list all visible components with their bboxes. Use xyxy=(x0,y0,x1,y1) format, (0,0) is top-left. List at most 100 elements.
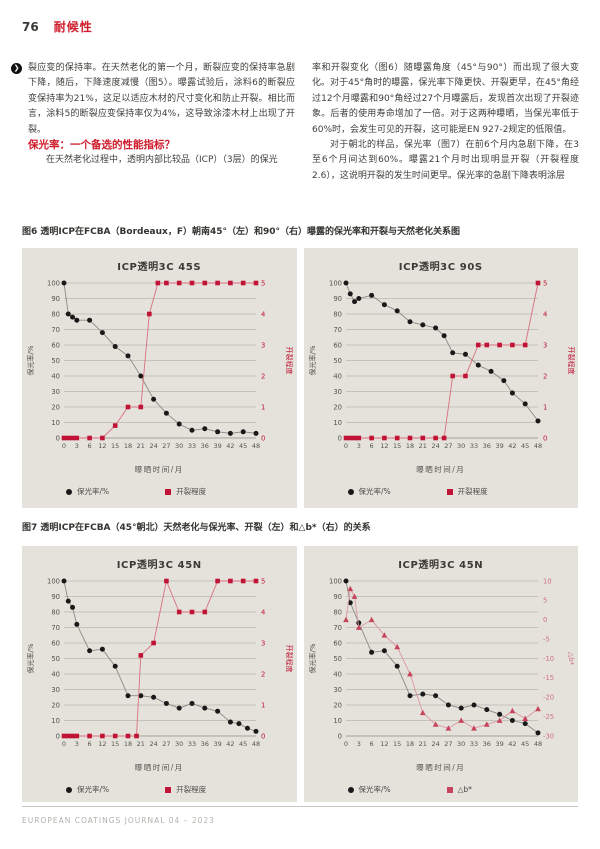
svg-text:39: 39 xyxy=(214,740,222,748)
svg-text:3: 3 xyxy=(543,341,547,349)
section-subheading: 保光率：一个备选的性能指标？ xyxy=(28,139,175,152)
svg-text:33: 33 xyxy=(470,740,478,748)
svg-text:42: 42 xyxy=(227,442,235,450)
svg-text:3: 3 xyxy=(261,341,265,349)
legend-label: △b* xyxy=(457,785,472,794)
legend-item: △b* xyxy=(446,785,472,794)
svg-text:0: 0 xyxy=(62,740,66,748)
legend-label: 保光率/% xyxy=(77,487,110,496)
circle-marker-icon xyxy=(66,786,72,793)
series-circle xyxy=(61,578,259,734)
paragraph: 裂应变的保持率。在天然老化的第一个月，断裂应变的保持率急剧下降，随后，下降速度减… xyxy=(28,63,295,135)
svg-text:45: 45 xyxy=(521,442,529,450)
svg-text:6: 6 xyxy=(369,740,373,748)
svg-text:30: 30 xyxy=(457,740,465,748)
svg-text:36: 36 xyxy=(482,740,490,748)
chart-panel-45N-crack: ICP透明3C 45N 0 10 20 30 40 50 60 70 80 90 100 0 1 2 3 4 5… xyxy=(22,546,297,802)
svg-text:开裂程度: 开裂程度 xyxy=(567,347,576,375)
svg-text:3: 3 xyxy=(356,442,360,450)
section-title: 耐候性 xyxy=(53,20,93,34)
svg-text:0: 0 xyxy=(337,732,341,740)
legend-label: 保光率/% xyxy=(358,487,391,496)
svg-text:21: 21 xyxy=(137,442,145,450)
svg-text:12: 12 xyxy=(380,442,388,450)
svg-text:-30: -30 xyxy=(543,732,554,740)
svg-text:保光率/%: 保光率/% xyxy=(26,345,35,375)
square-marker-icon xyxy=(446,488,453,495)
svg-text:开裂程度: 开裂程度 xyxy=(285,347,294,375)
right-column: 率和开裂变化（图6）随曝露角度（45°与90°）而出现了很大变化。对于45°角时… xyxy=(312,61,579,184)
svg-text:36: 36 xyxy=(482,442,490,450)
svg-text:24: 24 xyxy=(150,442,158,450)
x-axis-title: 曝晒时间/月 xyxy=(134,763,184,772)
svg-text:1: 1 xyxy=(261,701,265,709)
chart-legend: 保光率/% △b* xyxy=(304,784,579,795)
svg-text:12: 12 xyxy=(380,740,388,748)
svg-text:15: 15 xyxy=(111,740,119,748)
svg-text:48: 48 xyxy=(252,442,260,450)
svg-text:70: 70 xyxy=(52,326,61,334)
legend-item: 保光率/% xyxy=(347,784,391,795)
svg-text:18: 18 xyxy=(124,442,132,450)
svg-text:50: 50 xyxy=(333,655,342,663)
svg-text:40: 40 xyxy=(333,372,342,380)
left-column: ❯ 裂应变的保持率。在天然老化的第一个月，断裂应变的保持率急剧下降，随后，下降速… xyxy=(11,61,295,184)
svg-text:保光率/%: 保光率/% xyxy=(308,643,317,673)
svg-text:60: 60 xyxy=(333,639,342,647)
x-axis-title: 曝晒时间/月 xyxy=(134,465,184,474)
footer-text: EUROPEAN COATINGS JOURNAL 04 – 2023 xyxy=(22,816,215,825)
svg-text:90: 90 xyxy=(333,295,342,303)
svg-text:60: 60 xyxy=(52,639,61,647)
svg-text:33: 33 xyxy=(470,442,478,450)
svg-text:30: 30 xyxy=(333,388,342,396)
figure6-caption: 图6 透明ICP在FCBA（Bordeaux，F）朝南45°（左）和90°（右）… xyxy=(22,227,461,237)
chart-title: ICP透明3C 90S xyxy=(398,262,483,273)
svg-text:4: 4 xyxy=(261,608,265,616)
legend-item: 保光率/% xyxy=(66,486,109,497)
svg-text:30: 30 xyxy=(333,686,342,694)
svg-text:27: 27 xyxy=(163,740,171,748)
svg-text:27: 27 xyxy=(163,442,171,450)
svg-text:50: 50 xyxy=(52,655,61,663)
svg-text:27: 27 xyxy=(444,740,452,748)
svg-text:18: 18 xyxy=(406,740,414,748)
svg-text:-20: -20 xyxy=(543,694,554,702)
line-chart-45N-deltab: 0102030405060708090100-30-25-20-15-10-50… xyxy=(308,577,575,748)
svg-text:42: 42 xyxy=(508,442,516,450)
svg-text:33: 33 xyxy=(188,740,196,748)
svg-text:0: 0 xyxy=(261,732,265,740)
paragraph: 对于朝北的样品，保光率（图7）在前6个月内急剧下降，在3至6个月间达到60%。曝… xyxy=(312,140,579,181)
svg-text:20: 20 xyxy=(333,403,342,411)
svg-text:12: 12 xyxy=(99,442,107,450)
legend-label: 开裂程度 xyxy=(457,487,488,496)
svg-text:24: 24 xyxy=(150,740,158,748)
svg-text:-25: -25 xyxy=(543,713,554,721)
svg-text:10: 10 xyxy=(52,717,61,725)
svg-text:5: 5 xyxy=(261,279,265,287)
svg-text:20: 20 xyxy=(333,701,342,709)
svg-text:70: 70 xyxy=(333,326,342,334)
series-square xyxy=(343,280,541,441)
legend-label: 保光率/% xyxy=(77,785,110,794)
svg-text:10: 10 xyxy=(333,419,342,427)
chart-title: ICP透明3C 45S xyxy=(117,262,202,273)
svg-text:10: 10 xyxy=(333,717,342,725)
footer-divider xyxy=(22,806,578,807)
svg-text:40: 40 xyxy=(333,670,342,678)
svg-text:6: 6 xyxy=(369,442,373,450)
svg-text:-10: -10 xyxy=(543,655,554,663)
legend-item: 保光率/% xyxy=(66,784,109,795)
svg-text:36: 36 xyxy=(201,740,209,748)
svg-text:39: 39 xyxy=(495,442,503,450)
x-axis-title: 曝晒时间/月 xyxy=(416,465,466,474)
legend-item: 开裂程度 xyxy=(446,486,488,497)
svg-text:保光率/%: 保光率/% xyxy=(26,643,35,673)
gridlines xyxy=(64,580,257,737)
svg-text:100: 100 xyxy=(47,577,60,585)
svg-text:45: 45 xyxy=(239,740,247,748)
circle-marker-icon xyxy=(347,488,354,495)
